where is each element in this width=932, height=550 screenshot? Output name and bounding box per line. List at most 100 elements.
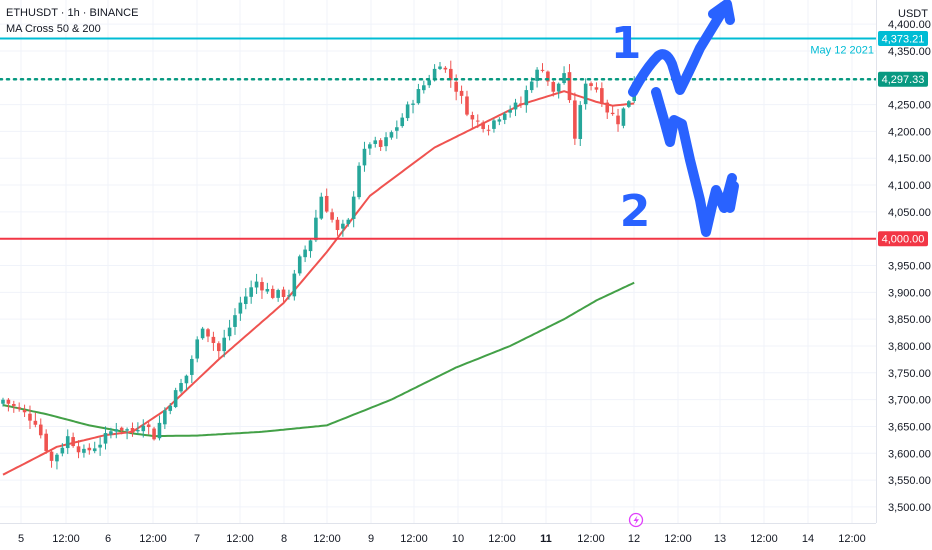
candle[interactable]	[233, 308, 237, 335]
candle[interactable]	[368, 142, 372, 155]
candle[interactable]	[583, 78, 588, 110]
hand-drawn-annotations[interactable]: 12	[611, 0, 739, 237]
candle[interactable]	[578, 101, 583, 146]
candle[interactable]	[610, 105, 615, 116]
candle[interactable]	[621, 107, 626, 129]
candle[interactable]	[254, 273, 259, 294]
candle[interactable]	[11, 400, 16, 413]
candle[interactable]	[405, 101, 410, 122]
candle[interactable]	[168, 403, 173, 415]
candle[interactable]	[206, 327, 210, 343]
candle[interactable]	[152, 426, 156, 441]
candle[interactable]	[308, 238, 313, 258]
candle[interactable]	[281, 286, 286, 304]
candle[interactable]	[130, 422, 135, 437]
candle[interactable]	[600, 82, 604, 107]
candle[interactable]	[28, 405, 32, 429]
candle[interactable]	[443, 66, 448, 73]
candle[interactable]	[567, 64, 572, 103]
candle[interactable]	[551, 80, 556, 97]
candle[interactable]	[395, 120, 399, 139]
candle[interactable]	[146, 421, 151, 435]
candle[interactable]	[163, 407, 167, 430]
candle[interactable]	[238, 296, 243, 321]
candle[interactable]	[389, 130, 394, 140]
candle[interactable]	[82, 444, 86, 458]
candle[interactable]	[335, 216, 340, 236]
candle[interactable]	[98, 437, 102, 456]
candle[interactable]	[492, 118, 496, 133]
annotation-label-1[interactable]: 1	[611, 18, 642, 69]
candle[interactable]	[65, 429, 70, 455]
candle[interactable]	[524, 85, 529, 113]
candle[interactable]	[540, 63, 545, 73]
candle[interactable]	[319, 192, 324, 220]
candle[interactable]	[481, 120, 485, 133]
candle[interactable]	[535, 67, 539, 88]
candle[interactable]	[330, 208, 334, 223]
candle[interactable]	[341, 219, 345, 237]
candle[interactable]	[616, 108, 620, 132]
time-axis[interactable]: 5 12:00 6 12:00 7 12:00 8 12:00 9 12:00 10 12:00 11 1…	[0, 512, 876, 546]
candle[interactable]	[103, 426, 108, 450]
ma-200-path[interactable]	[2, 281, 635, 438]
candle[interactable]	[508, 105, 512, 118]
candle[interactable]	[195, 336, 200, 363]
candle[interactable]	[605, 99, 610, 119]
candle[interactable]	[119, 426, 124, 435]
scenario-down-path[interactable]	[651, 87, 737, 237]
candle[interactable]	[114, 422, 119, 439]
candle[interactable]	[411, 99, 415, 114]
candle[interactable]	[378, 138, 383, 151]
candle[interactable]	[594, 82, 599, 93]
candle[interactable]	[459, 85, 464, 104]
candle[interactable]	[470, 111, 475, 128]
scenario-down-arrowhead[interactable]	[715, 181, 739, 213]
candle[interactable]	[217, 341, 221, 359]
candle[interactable]	[125, 427, 129, 440]
candle[interactable]	[200, 326, 205, 340]
level-price-tag[interactable]: 4,373.21	[878, 31, 928, 47]
candle[interactable]	[292, 269, 297, 301]
candle[interactable]	[324, 188, 329, 213]
candle[interactable]	[76, 440, 81, 459]
candle[interactable]	[589, 81, 593, 91]
candle[interactable]	[173, 387, 178, 409]
candle[interactable]	[109, 427, 113, 439]
level-price-tag[interactable]: 4,297.33	[878, 71, 928, 87]
candle[interactable]	[55, 453, 59, 470]
candle[interactable]	[427, 74, 432, 88]
candle[interactable]	[1, 397, 5, 407]
candle[interactable]	[475, 114, 480, 128]
candle[interactable]	[222, 329, 226, 358]
candle[interactable]	[265, 282, 270, 294]
candle[interactable]	[357, 162, 361, 200]
candle[interactable]	[497, 117, 502, 126]
event-lightning-icon[interactable]	[628, 512, 644, 528]
candle[interactable]	[486, 124, 491, 136]
candle[interactable]	[87, 443, 92, 455]
candle[interactable]	[465, 90, 469, 117]
candle[interactable]	[519, 96, 523, 108]
candle[interactable]	[362, 141, 367, 172]
candle[interactable]	[448, 60, 453, 88]
candle[interactable]	[400, 113, 405, 128]
candle[interactable]	[44, 429, 48, 454]
candle[interactable]	[351, 191, 356, 228]
indicator-label[interactable]: MA Cross 50 & 200	[6, 23, 101, 35]
candle[interactable]	[92, 441, 97, 454]
candlestick-series[interactable]	[1, 60, 637, 470]
candle[interactable]	[384, 132, 388, 152]
candle[interactable]	[270, 285, 275, 300]
candle[interactable]	[71, 432, 75, 448]
candle[interactable]	[243, 288, 248, 310]
horizontal-levels[interactable]: May 12 2021	[0, 37, 878, 240]
candle[interactable]	[6, 398, 11, 412]
candle[interactable]	[276, 288, 280, 302]
annotation-label-2[interactable]: 2	[620, 186, 651, 237]
candle[interactable]	[373, 136, 378, 148]
candle[interactable]	[33, 412, 38, 428]
candle[interactable]	[38, 418, 43, 439]
candle[interactable]	[157, 415, 162, 441]
